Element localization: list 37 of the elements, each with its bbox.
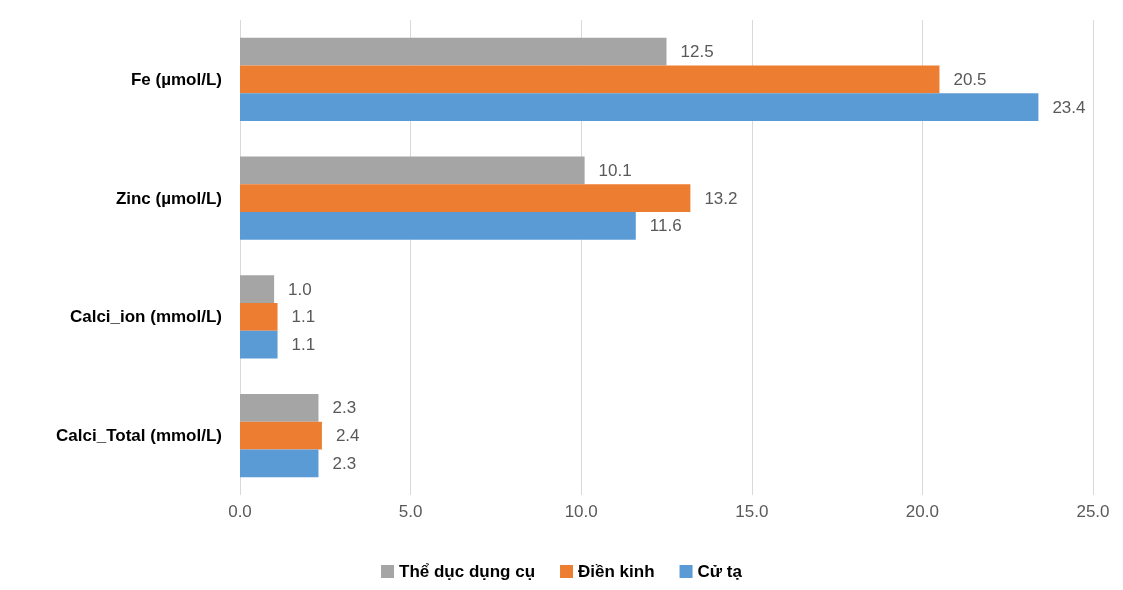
data-label: 2.3: [332, 398, 357, 418]
data-label: 10.1: [598, 160, 632, 180]
bar: [240, 421, 322, 450]
data-label: 13.2: [704, 188, 738, 208]
bar: [240, 303, 278, 331]
data-label: 2.4: [335, 426, 360, 446]
bar: [240, 37, 667, 66]
data-label: 12.5: [680, 42, 714, 62]
x-tick-label: 5.0: [398, 502, 423, 521]
x-tick-label: 0.0: [228, 502, 252, 521]
data-label: 11.6: [649, 216, 682, 236]
bar: [240, 449, 319, 478]
data-label: 1.1: [291, 335, 316, 355]
data-label: 1.0: [288, 279, 312, 299]
data-label: 20.5: [953, 69, 987, 89]
y-tick-label: Fe (µmol/L): [130, 69, 222, 89]
x-tick-label: 10.0: [564, 502, 598, 521]
x-tick-label: 25.0: [1076, 502, 1110, 521]
bar: [240, 93, 1039, 121]
bar: [240, 275, 275, 304]
y-tick-label: Calci_Total (mmol/L): [56, 426, 222, 446]
bar: [240, 330, 278, 359]
legend-label: Điền kinh: [578, 562, 655, 581]
bar: [240, 211, 636, 240]
y-tick-label: Zinc (µmol/L): [115, 188, 222, 208]
data-label: 2.3: [332, 453, 357, 473]
bar: [240, 156, 585, 185]
x-tick-label: 15.0: [735, 502, 769, 521]
bar: [240, 184, 691, 212]
data-label: 1.1: [291, 307, 316, 327]
y-tick-label: Calci_ion (mmol/L): [69, 307, 222, 327]
legend-label: Cử tạ: [697, 562, 743, 581]
bar: [240, 65, 940, 94]
bar: [240, 394, 319, 422]
x-tick-label: 20.0: [905, 502, 939, 521]
data-label: 23.4: [1052, 97, 1086, 117]
legend-label: Thể dục dụng cụ: [399, 562, 536, 581]
